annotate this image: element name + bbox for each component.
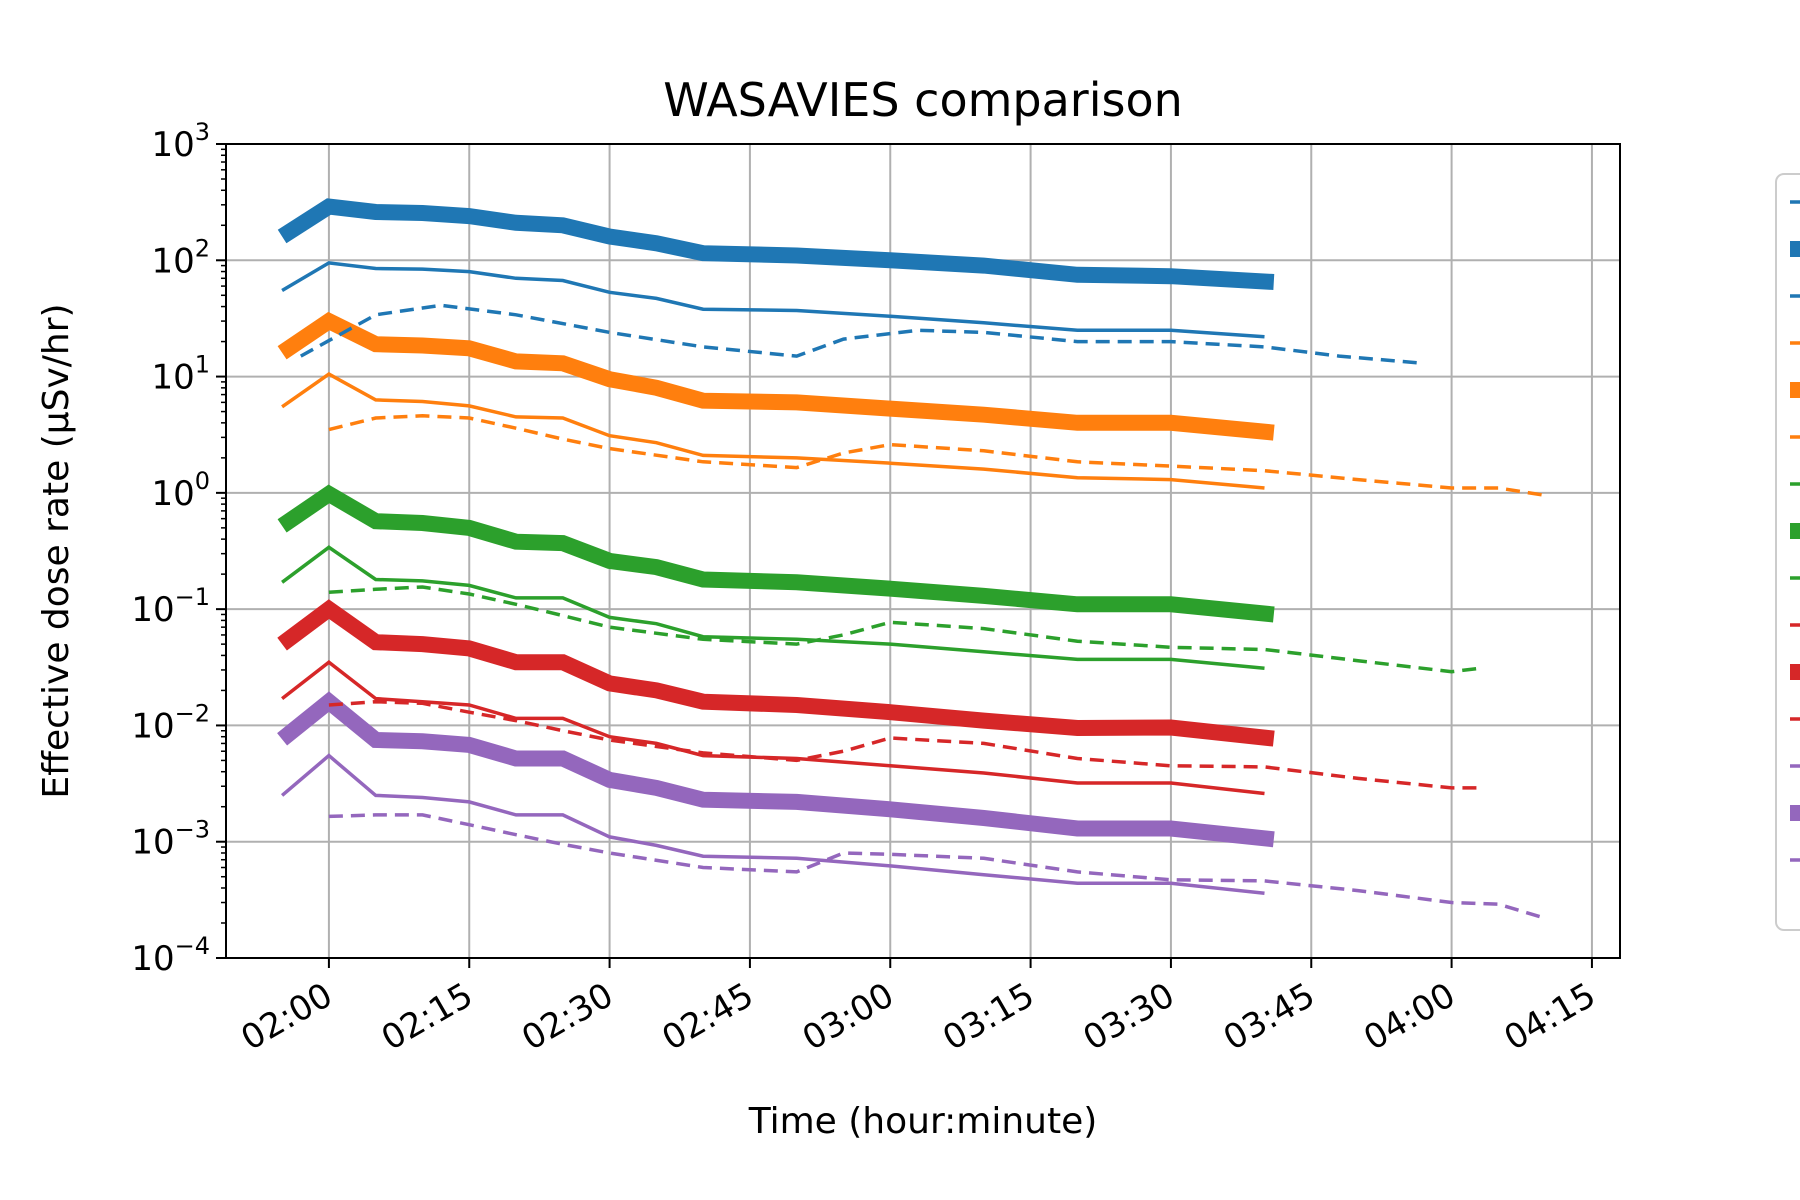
chart-title: WASAVIES comparison: [663, 73, 1183, 127]
series-line: [328, 414, 1546, 498]
y-tick-label: 10−4: [131, 932, 210, 979]
series-line: [328, 699, 1480, 790]
legend-box: [1775, 173, 1800, 931]
y-tick-label: 100: [151, 467, 210, 514]
series-lines: [277, 198, 1546, 920]
plot-frame: [225, 143, 1621, 959]
series-line: [299, 303, 1424, 366]
series-line: [328, 813, 1546, 920]
grid: [226, 144, 1620, 958]
series-line: [277, 599, 1275, 747]
y-axis-ticks: 10−4 10−3 10−2 10−1 100 101 102 103: [131, 118, 226, 979]
series-line: [277, 484, 1275, 623]
y-axis-label: Effective dose rate (μSv/hr): [36, 303, 77, 798]
y-tick-label: 101: [151, 351, 210, 398]
series-line: [277, 198, 1275, 290]
y-tick-label: 102: [151, 234, 210, 281]
y-tick-label: 10−2: [131, 699, 210, 746]
series-line: [281, 372, 1265, 490]
series-line: [281, 261, 1265, 339]
series-line: [281, 545, 1265, 671]
series-line: [328, 585, 1480, 674]
y-tick-label: 10−3: [131, 816, 210, 863]
legend: [1775, 173, 1800, 931]
series-line: [281, 659, 1265, 796]
x-axis-label: Time (hour:minute): [748, 1101, 1098, 1142]
series-line: [277, 691, 1275, 848]
series-line: [277, 311, 1275, 441]
y-tick-label: 103: [151, 118, 210, 165]
series-line: [280, 753, 1265, 896]
y-tick-label: 10−1: [131, 583, 210, 630]
